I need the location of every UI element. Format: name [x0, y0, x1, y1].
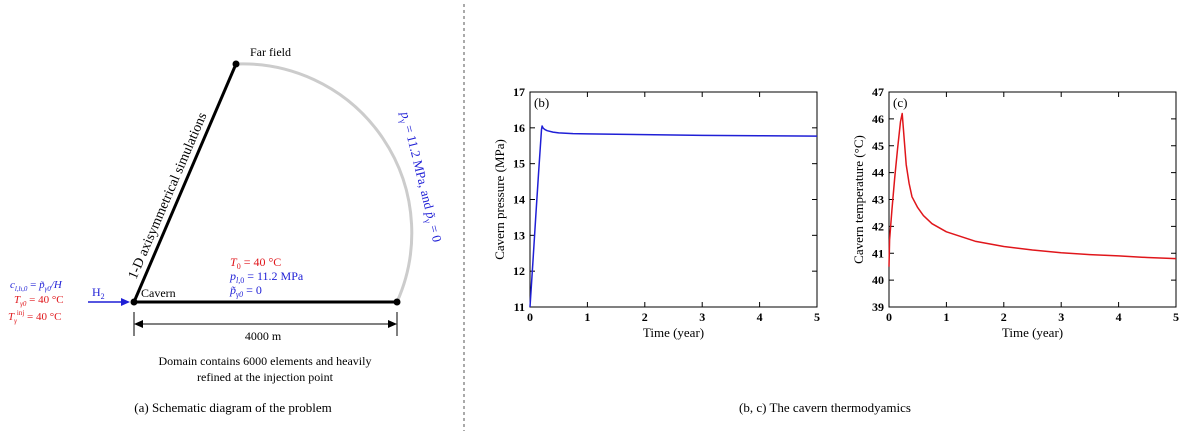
- x-tick-label: 0: [527, 310, 533, 324]
- y-axis-label: Cavern pressure (MPa): [492, 139, 507, 260]
- y-tick-label: 12: [513, 264, 525, 278]
- injection-concentration: cl,h,0 = p̃γ0/H: [10, 279, 63, 293]
- x-tick-label: 0: [886, 310, 892, 324]
- panel-label: (b): [534, 95, 549, 110]
- y-tick-label: 39: [872, 300, 884, 314]
- left-caption: (a) Schematic diagram of the problem: [134, 400, 331, 415]
- plot-frame: [529, 91, 818, 308]
- far-field-node: [232, 60, 240, 68]
- far-field-label: Far field: [250, 45, 291, 59]
- y-tick-label: 16: [513, 121, 525, 135]
- y-tick-label: 43: [872, 193, 884, 207]
- dim-arrow-left: [134, 320, 143, 328]
- plot-frame: [888, 91, 1177, 308]
- initial-temperature: T0 = 40 °C: [230, 255, 281, 271]
- schematic-panel: Far field 1-D axisymmetrical simulations…: [8, 45, 445, 415]
- x-tick-label: 5: [814, 310, 820, 324]
- domain-note-2: refined at the injection point: [197, 370, 334, 384]
- y-tick-label: 13: [513, 228, 525, 242]
- data-line: [888, 112, 1177, 267]
- initial-pressure: pl,0 = 11.2 MPa: [229, 269, 304, 285]
- right-caption: (b, c) The cavern thermodyamics: [739, 400, 911, 415]
- x-tick-label: 3: [1058, 310, 1064, 324]
- cavern-label: Cavern: [141, 286, 176, 300]
- x-tick-label: 4: [757, 310, 763, 324]
- initial-gas-pressure: p̃γ0 = 0: [229, 283, 262, 299]
- x-tick-label: 5: [1173, 310, 1179, 324]
- y-tick-label: 17: [513, 85, 525, 99]
- y-tick-label: 15: [513, 157, 525, 171]
- y-axis-label: Cavern temperature (°C): [851, 135, 866, 264]
- data-line: [529, 125, 818, 308]
- x-tick-label: 1: [584, 310, 590, 324]
- injection-temperature: Tγ0 = 40 °C: [14, 294, 64, 308]
- x-tick-label: 2: [642, 310, 648, 324]
- y-tick-label: 40: [872, 273, 884, 287]
- length-label: 4000 m: [245, 329, 282, 343]
- x-tick-label: 1: [943, 310, 949, 324]
- h2-arrowhead: [121, 298, 130, 306]
- y-tick-label: 44: [872, 166, 884, 180]
- end-node: [393, 298, 401, 306]
- x-axis-label: Time (year): [643, 325, 704, 340]
- x-tick-label: 3: [699, 310, 705, 324]
- cavern-node: [130, 298, 138, 306]
- y-tick-label: 41: [872, 246, 884, 260]
- x-tick-label: 4: [1116, 310, 1122, 324]
- x-axis-label: Time (year): [1002, 325, 1063, 340]
- axisym-line: [132, 63, 238, 303]
- y-tick-label: 11: [514, 300, 525, 314]
- far-field-arc: [235, 62, 414, 303]
- x-tick-label: 2: [1001, 310, 1007, 324]
- y-tick-label: 46: [872, 112, 884, 126]
- axisym-label: 1-D axisymmetrical simulations: [126, 111, 211, 282]
- h2-label: H2: [92, 285, 105, 301]
- y-tick-label: 45: [872, 139, 884, 153]
- y-tick-label: 14: [513, 193, 525, 207]
- domain-note-1: Domain contains 6000 elements and heavil…: [159, 354, 372, 368]
- panel-label: (c): [893, 95, 907, 110]
- dim-arrow-right: [388, 320, 397, 328]
- injection-temperature-inj: Tγinj = 40 °C: [8, 309, 61, 325]
- y-tick-label: 42: [872, 219, 884, 233]
- y-tick-label: 47: [872, 85, 884, 99]
